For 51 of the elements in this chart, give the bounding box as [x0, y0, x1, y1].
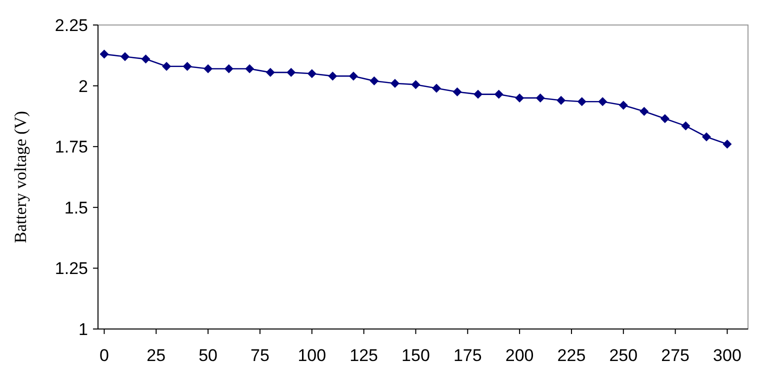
- y-tick-label: 1.75: [54, 138, 88, 157]
- x-tick-label: 175: [453, 346, 482, 365]
- x-tick-label: 125: [350, 346, 378, 365]
- point: [432, 84, 441, 93]
- point: [598, 97, 608, 106]
- point: [390, 78, 400, 88]
- point: [660, 114, 670, 124]
- point: [182, 62, 192, 71]
- y-tick-label: 1.5: [64, 198, 88, 218]
- y-tick-label: 1.25: [54, 259, 88, 278]
- y-axis-title: Battery voltage (V): [11, 110, 30, 244]
- y-tick-label: 1: [78, 320, 88, 339]
- point: [494, 90, 504, 99]
- point: [411, 80, 420, 90]
- x-tick-label: 50: [198, 346, 218, 365]
- point: [474, 90, 483, 99]
- point: [307, 69, 316, 78]
- x-tick-label: 100: [298, 346, 326, 365]
- point: [266, 68, 275, 77]
- x-tick-label: 150: [402, 346, 430, 365]
- point: [100, 50, 109, 59]
- y-tick-label: 2.25: [54, 16, 88, 35]
- point: [204, 64, 213, 74]
- y-tick-label: 2: [78, 76, 88, 96]
- point: [640, 106, 649, 116]
- point: [286, 68, 296, 77]
- point: [245, 64, 254, 74]
- point: [618, 100, 628, 110]
- point: [536, 93, 545, 102]
- x-tick-label: 200: [505, 346, 534, 365]
- point: [452, 87, 462, 96]
- point: [702, 132, 711, 142]
- x-tick-label: 225: [557, 346, 586, 365]
- x-tick-label: 275: [661, 346, 690, 365]
- point: [328, 72, 338, 81]
- point: [722, 140, 732, 149]
- point: [370, 76, 379, 86]
- x-tick-label: 25: [146, 346, 166, 365]
- point: [120, 52, 130, 62]
- x-tick-label: 0: [99, 346, 109, 365]
- point: [224, 64, 234, 74]
- x-tick-label: 75: [250, 346, 270, 365]
- point: [348, 72, 358, 81]
- point: [162, 62, 172, 71]
- point: [556, 96, 566, 105]
- point: [141, 54, 150, 64]
- x-tick-label: 300: [713, 346, 742, 365]
- point: [515, 93, 524, 102]
- point: [681, 121, 690, 130]
- x-tick-label: 250: [609, 346, 638, 365]
- point: [577, 97, 586, 106]
